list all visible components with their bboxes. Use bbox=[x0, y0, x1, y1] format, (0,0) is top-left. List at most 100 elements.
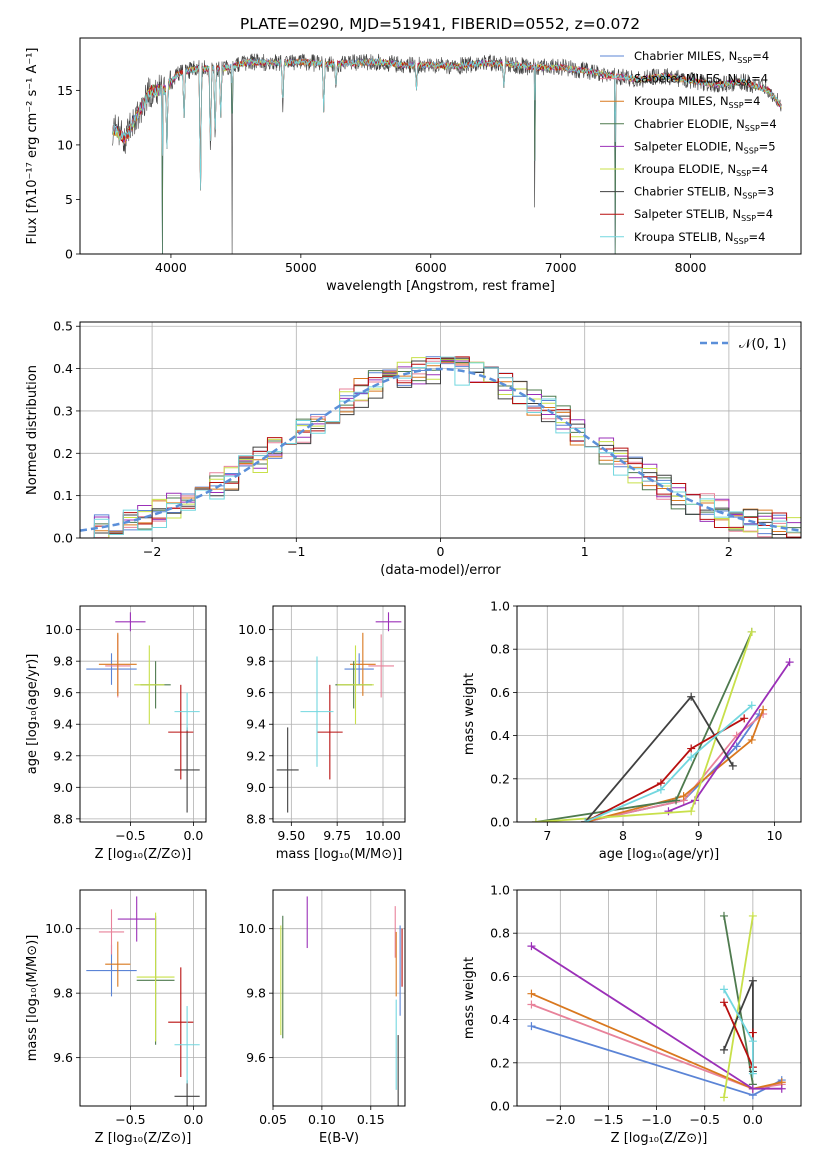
mass-weight-marker bbox=[747, 701, 756, 710]
mass-weight-line-salpeter-stelib bbox=[584, 717, 745, 822]
y-tick-label: 0.1 bbox=[53, 488, 73, 503]
mass-weight-line-kroupa-elodie bbox=[535, 631, 753, 822]
x-tick-label: 5000 bbox=[285, 260, 317, 275]
mass-weight-marker bbox=[679, 792, 688, 801]
y-tick-label: 0.6 bbox=[490, 969, 510, 984]
spectrum-line-kroupa-stelib-n-ssp- bbox=[112, 57, 782, 191]
x-tick-label: 9.75 bbox=[323, 828, 351, 843]
y-tick-label: 0.4 bbox=[490, 1012, 510, 1027]
y-tick-label: 5 bbox=[65, 192, 73, 207]
axes-frame-residual-hist bbox=[79, 321, 802, 539]
mass-weight-marker bbox=[748, 911, 757, 920]
x-tick-label: −2 bbox=[143, 544, 161, 559]
x-tick-label: −0.5 bbox=[690, 1112, 720, 1127]
x-tick-label: 8 bbox=[619, 828, 627, 843]
y-axis-label: age [log₁₀(age/yr)] bbox=[25, 654, 40, 775]
y-tick-label: 9.4 bbox=[246, 717, 266, 732]
errorbar-point-chabrier-stelib bbox=[174, 1080, 200, 1106]
errorbar-point-salpeter-elodie bbox=[115, 612, 146, 632]
y-tick-label: 0.0 bbox=[490, 1099, 510, 1114]
errorbar-point-chabrier-miles bbox=[86, 653, 137, 685]
spectrum-line-chabrier-stelib-n-ssp- bbox=[112, 53, 782, 254]
x-tick-label: 2 bbox=[725, 544, 733, 559]
axes-mass-vs-Z: −0.5 0.0 9.6 9.8 10.0 Z [log₁₀(Z/Z⊙)] mass [lo… bbox=[25, 890, 206, 1146]
mass-weight-marker bbox=[777, 1084, 786, 1093]
x-tick-label: 0 bbox=[437, 544, 445, 559]
errorbar-point-kroupa-miles bbox=[98, 632, 137, 696]
legend-entry: Salpeter ELODIE, NSSP=5 bbox=[634, 139, 776, 155]
legend-entry: Salpeter STELIB, NSSP=4 bbox=[634, 207, 773, 223]
x-axis-label: Z [log₁₀(Z/Z⊙)] bbox=[95, 1131, 192, 1146]
x-tick-label: −1 bbox=[287, 544, 305, 559]
axes-mass-vs-ebv: 0.05 0.10 0.15 9.6 9.8 10.0 E(B-V) bbox=[238, 890, 405, 1146]
errorbar-point-kroupa-elodie bbox=[337, 645, 374, 725]
y-tick-label: 0.3 bbox=[53, 403, 73, 418]
legend-entry: Kroupa MILES, NSSP=4 bbox=[634, 94, 760, 110]
y-axis-label: mass [log₁₀(M/M⊙)] bbox=[25, 935, 40, 1062]
mass-weight-marker bbox=[719, 998, 728, 1007]
y-tick-label: 0.2 bbox=[490, 771, 510, 786]
mass-weight-marker bbox=[759, 705, 768, 714]
x-axis-label: Z [log₁₀(Z/Z⊙)] bbox=[611, 1131, 708, 1146]
y-tick-label: 0.2 bbox=[490, 1055, 510, 1070]
y-tick-label: 9.2 bbox=[246, 748, 266, 763]
mass-weight-marker bbox=[740, 714, 749, 723]
mass-weight-marker bbox=[527, 1022, 536, 1031]
mass-weight-marker bbox=[748, 1084, 757, 1093]
y-tick-label: 0.8 bbox=[490, 926, 510, 941]
x-tick-label: 0.05 bbox=[259, 1112, 287, 1127]
mass-weight-marker bbox=[785, 658, 794, 667]
y-tick-label: 10.0 bbox=[45, 622, 73, 637]
spectrum-line-chabrier-elodie-n-ssp- bbox=[112, 58, 782, 254]
axes-mass-weight-vs-Z: −2.0 −1.5 −1.0 −0.5 0.0 0.0 0.2 0.4 0.6 0.8 1.0 Z [… bbox=[462, 883, 801, 1146]
y-tick-label: 10.0 bbox=[238, 622, 266, 637]
mass-weight-marker bbox=[687, 692, 696, 701]
x-tick-label: 0.0 bbox=[183, 828, 203, 843]
mass-weight-marker bbox=[748, 976, 757, 985]
errorbar-point-kroupa-stelib bbox=[174, 1006, 200, 1084]
mass-weight-marker bbox=[527, 1000, 536, 1009]
x-axis-label: Z [log₁₀(Z/Z⊙)] bbox=[95, 847, 192, 862]
y-tick-label: 9.0 bbox=[53, 780, 73, 795]
axes-spectrum: 4000 5000 6000 7000 8000 0 5 10 15 wavelength [An… bbox=[25, 48, 707, 295]
x-tick-label: 10 bbox=[767, 828, 783, 843]
x-tick-label: −0.5 bbox=[115, 1112, 145, 1127]
y-tick-label: 0.0 bbox=[490, 815, 510, 830]
y-tick-label: 1.0 bbox=[490, 599, 510, 614]
x-tick-label: 0.0 bbox=[183, 1112, 203, 1127]
y-tick-label: 0.2 bbox=[53, 446, 73, 461]
mass-weight-marker bbox=[719, 911, 728, 920]
axes-frame-age-vs-mass bbox=[272, 605, 406, 823]
x-tick-label: −1.5 bbox=[593, 1112, 623, 1127]
mass-weight-marker bbox=[656, 785, 665, 794]
mass-weight-marker bbox=[728, 761, 737, 770]
axes-frame-mass-weight-vs-Z bbox=[516, 889, 802, 1107]
mass-weight-marker bbox=[581, 818, 590, 822]
mass-weight-marker bbox=[664, 807, 673, 816]
errorbar-point-chabrier-stelib bbox=[174, 727, 200, 813]
mass-weight-marker bbox=[527, 989, 536, 998]
x-tick-label: 0.15 bbox=[357, 1112, 385, 1127]
mass-weight-marker bbox=[747, 627, 756, 636]
y-tick-label: 9.8 bbox=[53, 986, 73, 1001]
y-tick-label: 1.0 bbox=[490, 883, 510, 898]
errorbar-point-salpeter-stelib bbox=[317, 684, 343, 780]
y-tick-label: 0.6 bbox=[490, 685, 510, 700]
y-tick-label: 9.6 bbox=[53, 685, 73, 700]
mass-weight-marker bbox=[687, 807, 696, 816]
x-tick-label: 9 bbox=[695, 828, 703, 843]
legend-entry: Salpeter MILES, NSSP=4 bbox=[634, 72, 768, 88]
x-axis-label: mass [log₁₀(M/M⊙)] bbox=[276, 847, 403, 862]
y-axis-label: mass weight bbox=[462, 673, 477, 755]
spectrum-line-chabrier-miles-n-ssp- bbox=[112, 58, 782, 254]
y-tick-label: 0.5 bbox=[53, 319, 73, 334]
y-tick-label: 9.4 bbox=[53, 717, 73, 732]
x-tick-label: −1.0 bbox=[641, 1112, 671, 1127]
x-tick-label: 0.0 bbox=[743, 1112, 763, 1127]
x-axis-label: E(B-V) bbox=[319, 1131, 359, 1146]
mass-weight-marker bbox=[672, 796, 681, 805]
x-axis-label: wavelength [Angstrom, rest frame] bbox=[326, 279, 555, 294]
x-tick-label: 7 bbox=[543, 828, 551, 843]
errorbar-point-kroupa-stelib bbox=[300, 656, 334, 767]
mass-weight-marker bbox=[527, 942, 536, 951]
